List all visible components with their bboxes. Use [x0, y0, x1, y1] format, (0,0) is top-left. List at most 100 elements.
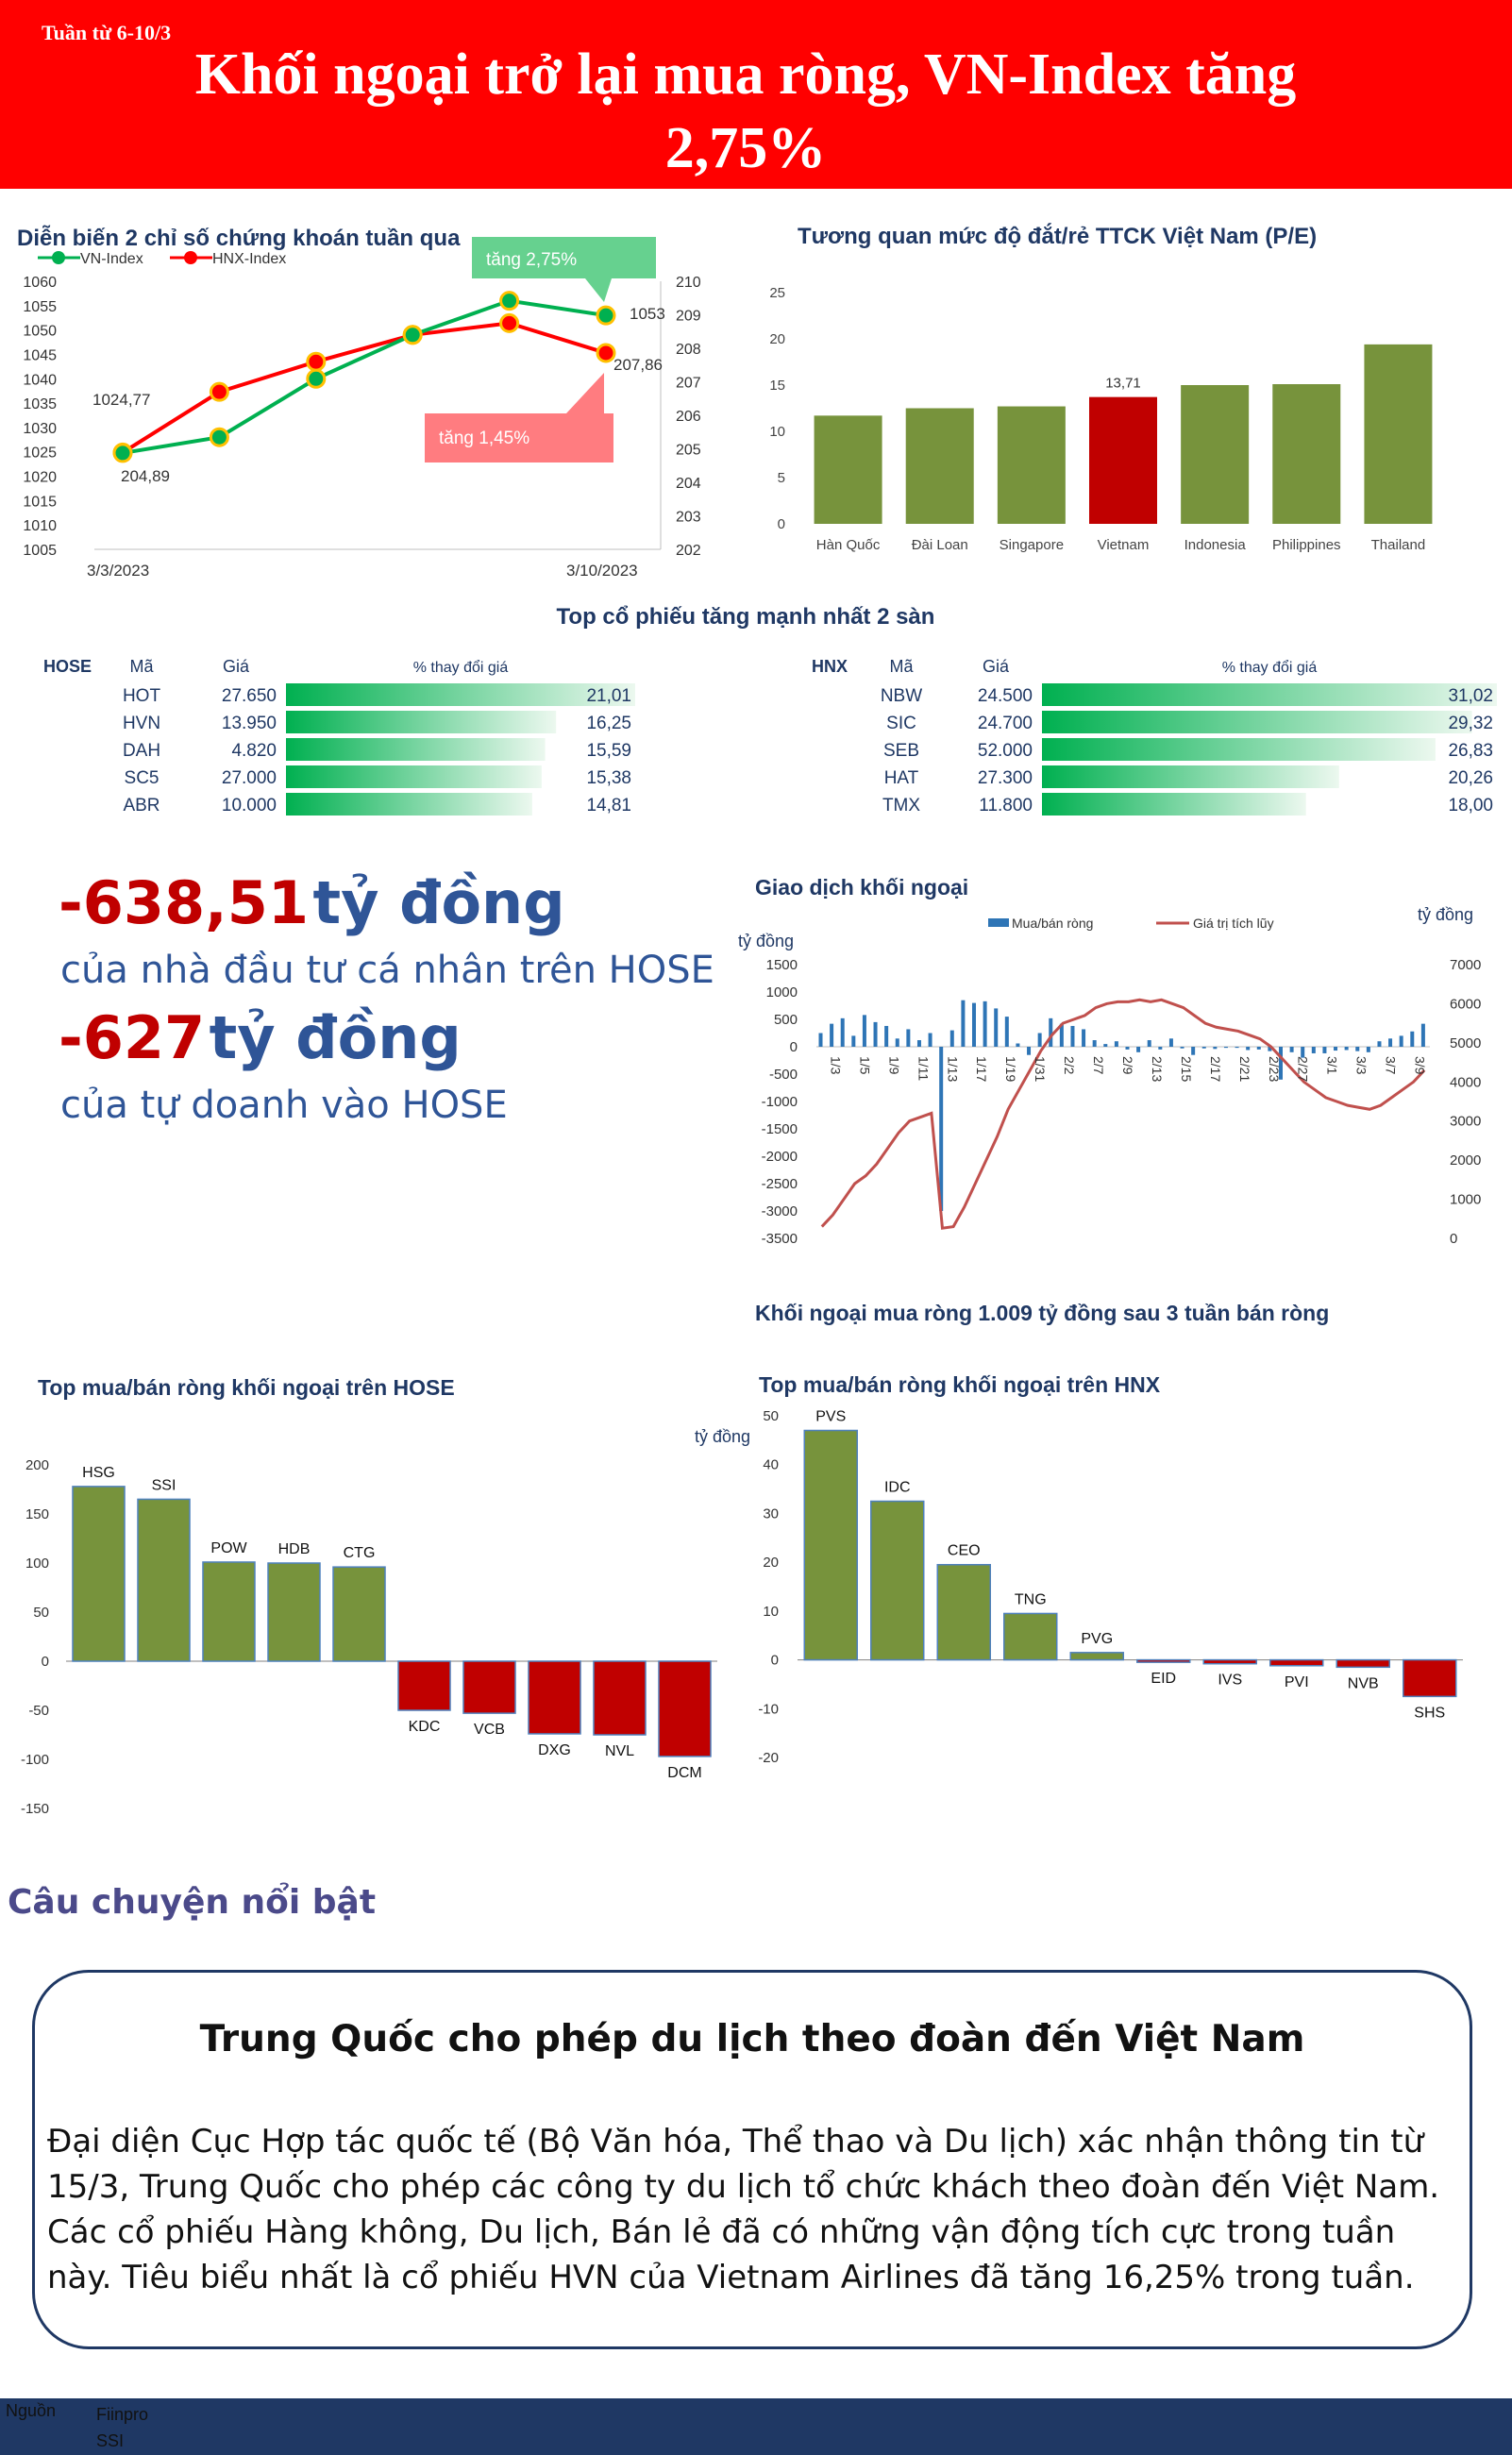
net-y-tick: 0	[42, 1654, 49, 1670]
fc-x-tick: 1/9	[886, 1056, 901, 1075]
pe-bar-chart: Tương quan mức độ đắt/rẻ TTCK Việt Nam (…	[769, 223, 1433, 553]
y-tick-left: 1045	[23, 347, 57, 363]
row-code: TMX	[882, 796, 920, 816]
fc-net-bar	[983, 1000, 987, 1047]
net-y-tick: 50	[33, 1605, 49, 1621]
pe-category-label: Thailand	[1371, 537, 1426, 553]
pe-y-tick: 20	[769, 331, 785, 347]
fc-net-bar	[830, 1023, 834, 1047]
legend-hnx-index: HNX-Index	[212, 251, 286, 267]
net-bar	[267, 1562, 321, 1662]
point-hnx-index	[209, 381, 229, 402]
pe-y-tick: 0	[778, 516, 785, 532]
point-vn-index	[596, 305, 616, 326]
net-y-tick: 150	[25, 1506, 49, 1522]
net-bar-label: DXG	[538, 1742, 571, 1758]
fc-y-tick-left: 500	[774, 1012, 798, 1028]
net-bar	[803, 1429, 858, 1661]
footer-source-fiinpro: Fiinpro	[96, 2405, 149, 2424]
fc-net-bar	[1213, 1047, 1218, 1050]
fc-net-bar	[1268, 1047, 1272, 1051]
footer-source-ssi: SSI	[96, 2431, 125, 2450]
label-vn-start: 1024,77	[92, 391, 150, 409]
x-label-start: 3/3/2023	[87, 562, 149, 580]
pe-category-label: Đài Loan	[912, 537, 968, 553]
fc-y-tick-right: 7000	[1450, 957, 1481, 973]
net-bar	[593, 1660, 647, 1736]
fc-x-tick: 2/9	[1120, 1056, 1135, 1075]
row-price: 27.000	[222, 768, 277, 788]
fc-x-tick: 2/2	[1062, 1056, 1077, 1075]
fc-net-bar	[1147, 1040, 1151, 1047]
callout-up-text: tăng 2,75%	[486, 250, 577, 270]
net-y-tick: 0	[771, 1653, 779, 1669]
fc-net-bar	[994, 1008, 999, 1047]
net-bar-label: EID	[1151, 1671, 1176, 1687]
net-bar	[870, 1500, 925, 1661]
callout-up-box	[472, 237, 656, 278]
label-vn-end: 1053	[630, 305, 665, 323]
fc-y-tick-right: 4000	[1450, 1074, 1481, 1090]
net-bar	[1336, 1658, 1390, 1669]
fc-net-bar	[1168, 1038, 1173, 1047]
fc-net-bar	[961, 1000, 966, 1047]
fc-x-tick: 1/31	[1033, 1056, 1048, 1082]
row-change: 14,81	[586, 796, 631, 816]
net-y-tick: 40	[763, 1457, 779, 1473]
fc-y-tick-left: 1000	[766, 984, 798, 1000]
pe-bar	[1272, 384, 1341, 524]
fc-x-tick: 1/5	[857, 1056, 872, 1075]
net-bar	[1202, 1658, 1257, 1665]
footer-bar	[0, 2398, 1512, 2455]
fc-net-bar	[939, 1047, 944, 1211]
fc-net-bar	[851, 1035, 856, 1047]
footer-sources: Fiinpro SSI	[96, 2401, 148, 2454]
net-bar-label: PVS	[815, 1409, 846, 1425]
row-price: 52.000	[978, 741, 1033, 761]
label-hnx-end: 207,86	[613, 356, 663, 374]
y-tick-left: 1025	[23, 446, 57, 462]
y-tick-right: 210	[676, 275, 701, 291]
row-code: ABR	[123, 796, 160, 816]
callout-up-arrow	[585, 278, 612, 302]
pe-y-tick: 5	[778, 470, 785, 486]
net-bar-label: NVL	[605, 1743, 634, 1759]
story-section-title: Câu chuyện nổi bật	[8, 1883, 377, 1922]
col-change-header: % thay đổi giá	[1222, 659, 1318, 676]
fc-net-bar	[1366, 1047, 1370, 1052]
fc-cumulative-line	[820, 998, 1426, 1230]
pe-bar	[997, 406, 1066, 524]
fc-net-bar	[949, 1030, 954, 1047]
fc-net-bar	[972, 1002, 976, 1047]
net-bar	[658, 1660, 712, 1757]
net-bar	[72, 1486, 126, 1662]
fc-net-bar	[1334, 1047, 1338, 1051]
y-tick-left: 1055	[23, 299, 57, 315]
prop-flow-text: của tự doanh vào HOSE	[60, 1084, 508, 1127]
fc-net-bar	[1223, 1047, 1228, 1049]
fc-net-bar	[1311, 1047, 1316, 1053]
col-code-header: Mã	[129, 657, 154, 676]
net-bar-label: CEO	[948, 1543, 981, 1559]
exchange-label: HOSE	[43, 657, 92, 676]
col-price-header: Giá	[223, 657, 250, 676]
net-bar	[397, 1660, 451, 1711]
pe-category-label: Singapore	[1000, 537, 1064, 553]
hnx-net-unit: tỷ đồng	[695, 1427, 750, 1446]
y-tick-left: 1015	[23, 494, 57, 510]
pe-category-label: Indonesia	[1184, 537, 1247, 553]
change-bar	[286, 738, 546, 761]
fc-net-bar	[1289, 1047, 1294, 1052]
fc-x-tick: 1/13	[945, 1056, 960, 1082]
net-bar	[332, 1566, 386, 1662]
hose-net-bar-chart: Top mua/bán ròng khối ngoại trên HOSE -1…	[21, 1375, 717, 1817]
net-bar	[1003, 1612, 1058, 1661]
fc-net-bar	[1279, 1047, 1283, 1080]
week-label: Tuần từ 6-10/3	[42, 21, 172, 44]
net-bar-label: IDC	[884, 1480, 911, 1496]
pe-chart-title: Tương quan mức độ đắt/rẻ TTCK Việt Nam (…	[798, 223, 1317, 249]
row-change: 15,38	[586, 768, 631, 788]
net-bar	[936, 1563, 991, 1661]
fc-net-bar	[928, 1033, 932, 1047]
fc-net-bar	[1399, 1035, 1403, 1047]
